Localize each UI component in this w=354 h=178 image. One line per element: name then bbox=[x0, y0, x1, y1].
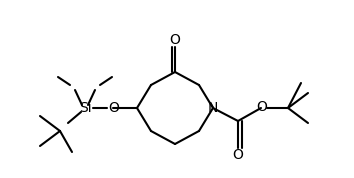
Text: O: O bbox=[109, 101, 119, 115]
Text: N: N bbox=[208, 101, 218, 115]
Text: O: O bbox=[257, 100, 267, 114]
Text: O: O bbox=[233, 148, 244, 162]
Text: Si: Si bbox=[79, 101, 91, 115]
Text: O: O bbox=[170, 33, 181, 47]
